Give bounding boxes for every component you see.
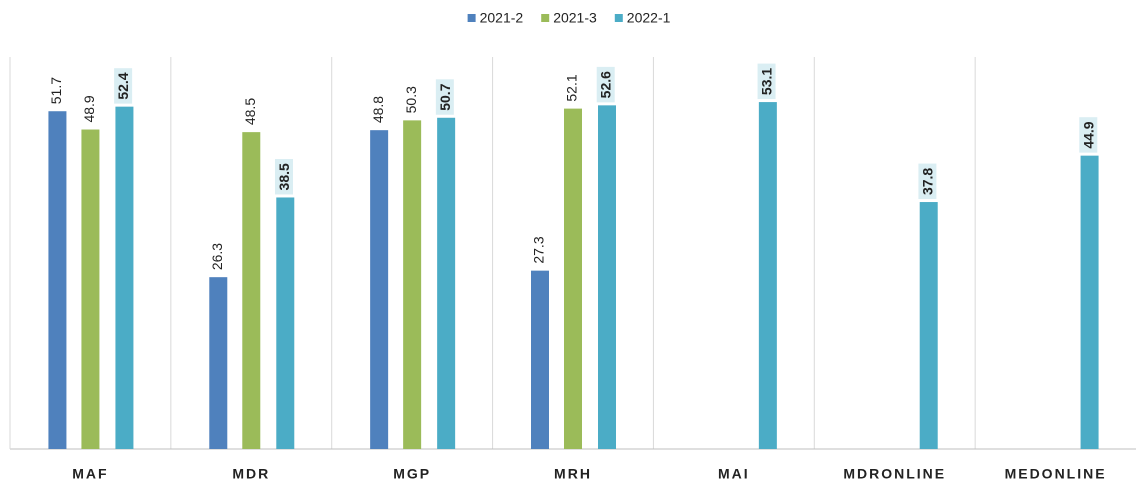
bar: [370, 130, 389, 449]
data-label: 48.5: [242, 98, 258, 125]
legend-swatch: [614, 14, 623, 22]
data-label: 48.8: [370, 96, 386, 123]
legend-label: 2022-1: [627, 10, 671, 26]
legend-label: 2021-3: [553, 10, 597, 26]
bar: [598, 105, 616, 449]
x-tick-label: MDRONLINE: [843, 466, 946, 482]
x-tick-label: MRH: [554, 466, 592, 482]
data-label: 50.3: [403, 86, 419, 113]
bar: [758, 102, 777, 449]
bar: [1080, 155, 1099, 450]
bar: [48, 111, 67, 449]
data-label: 48.9: [81, 95, 97, 122]
data-label-box: [596, 66, 615, 103]
x-tick-label: MAI: [718, 466, 750, 482]
bar: [242, 132, 261, 449]
data-label: 51.7: [48, 77, 64, 104]
legend-swatch: [541, 14, 550, 22]
data-label: 26.3: [209, 243, 225, 270]
data-label: 52.1: [564, 74, 580, 101]
bar: [403, 120, 422, 449]
bar: [115, 106, 134, 450]
data-label: 53.1: [759, 68, 775, 95]
x-tick-label: MDR: [232, 466, 270, 482]
bar: [81, 129, 100, 449]
data-label-box: [114, 68, 133, 104]
data-label: 44.9: [1080, 121, 1096, 148]
bar: [531, 270, 549, 449]
x-tick-label: MGP: [393, 466, 431, 482]
x-tick-label: MEDONLINE: [1005, 466, 1107, 482]
data-label: 50.7: [437, 83, 453, 110]
bar: [276, 197, 295, 449]
bar: [919, 202, 938, 449]
data-label-box: [757, 63, 776, 100]
bar: [437, 117, 456, 449]
data-label: 52.4: [115, 72, 131, 99]
data-label: 52.6: [598, 71, 614, 98]
bar: [564, 108, 582, 449]
data-label-box: [1079, 117, 1098, 153]
bar: [209, 277, 228, 449]
legend-label: 2021-2: [480, 10, 524, 26]
data-label: 38.5: [276, 163, 292, 190]
legend-swatch: [467, 14, 476, 22]
data-label-box: [274, 159, 293, 195]
data-label-box: [435, 79, 454, 115]
data-label: 37.8: [919, 168, 935, 195]
data-label: 27.3: [531, 236, 547, 263]
x-tick-label: MAF: [72, 466, 108, 482]
data-label-box: [918, 163, 937, 200]
